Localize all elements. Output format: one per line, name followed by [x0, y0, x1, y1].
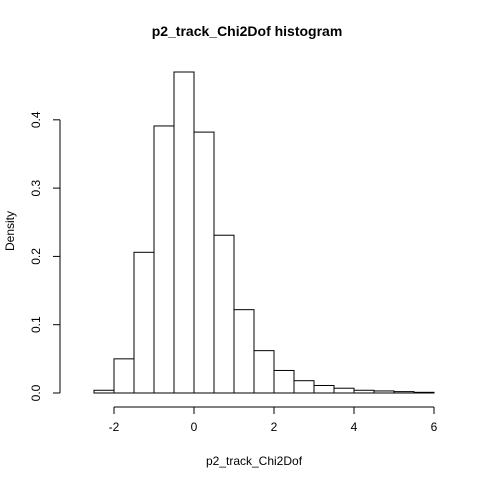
y-tick-label: 0.3 — [29, 179, 43, 196]
x-tick-label: 4 — [351, 420, 358, 434]
histogram-bar — [313, 384, 335, 394]
histogram-bar — [373, 390, 395, 394]
x-tick-label: 2 — [271, 420, 278, 434]
y-axis: 0.0 0.1 0.2 0.3 0.4 — [29, 111, 61, 401]
x-axis-label: p2_track_Chi2Dof — [206, 454, 303, 468]
histogram-bar — [393, 391, 415, 394]
x-tick-label: 6 — [431, 420, 438, 434]
histogram-bar — [413, 391, 435, 394]
y-axis-label: Density — [3, 211, 17, 251]
histogram-bar — [173, 71, 195, 394]
histogram-bar — [93, 389, 115, 394]
x-tick-label: -2 — [109, 420, 120, 434]
histogram-bar — [253, 350, 275, 394]
y-tick-label: 0.0 — [29, 384, 43, 401]
histogram-bar — [153, 125, 175, 394]
histogram-bars — [93, 71, 435, 394]
x-tick-label: 0 — [191, 420, 198, 434]
y-tick-label: 0.1 — [29, 316, 43, 333]
chart-title: p2_track_Chi2Dof histogram — [152, 23, 343, 39]
x-axis: -2 0 2 4 6 — [109, 406, 438, 434]
histogram-bar — [213, 234, 235, 394]
histogram-bar — [233, 309, 255, 394]
histogram-bar — [113, 358, 135, 394]
y-tick-label: 0.4 — [29, 111, 43, 128]
histogram-bar — [333, 387, 355, 394]
histogram-bar — [273, 369, 295, 394]
histogram-bar — [353, 389, 375, 394]
histogram-bar — [293, 380, 315, 394]
histogram-bar — [133, 251, 155, 394]
histogram-bar — [193, 131, 215, 394]
y-tick-label: 0.2 — [29, 248, 43, 265]
